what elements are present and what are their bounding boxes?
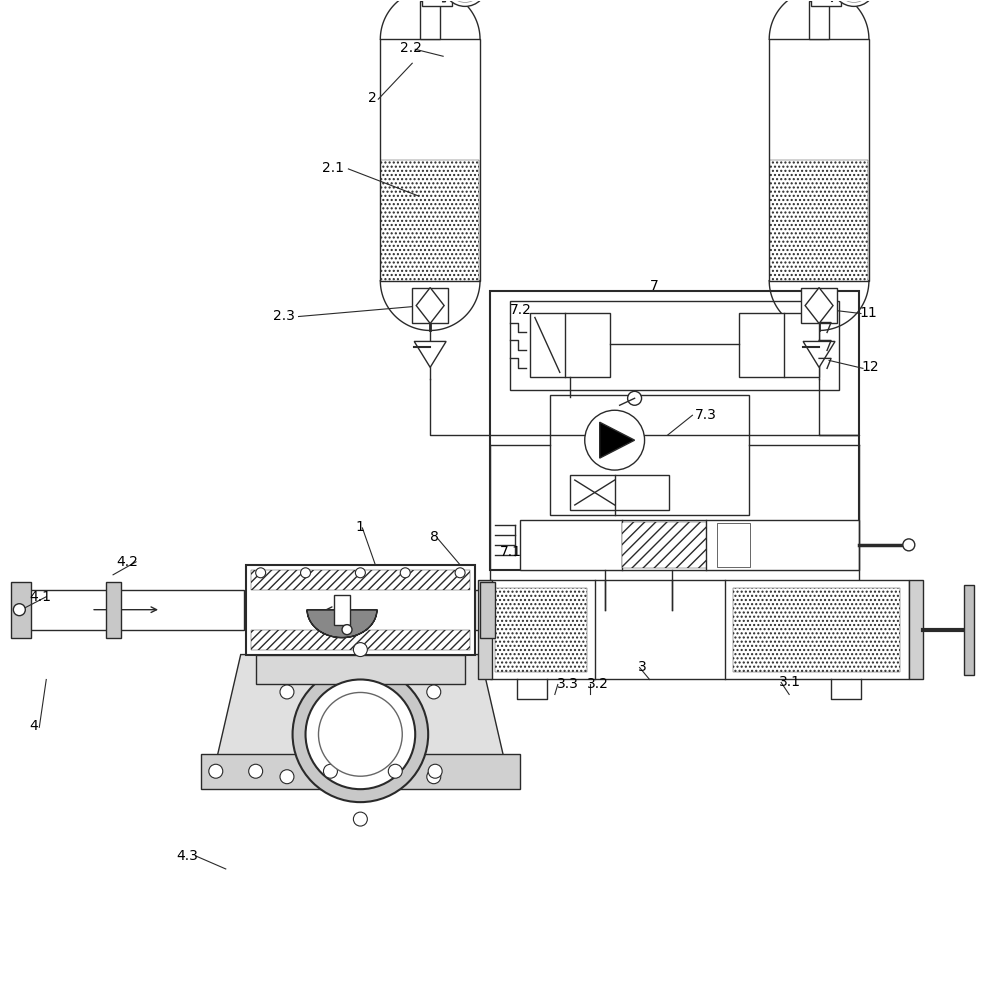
Circle shape: [292, 667, 428, 802]
Bar: [251, 630, 470, 650]
Bar: [246, 565, 475, 655]
Bar: [106, 582, 121, 638]
Bar: [478, 580, 492, 679]
Text: 12: 12: [861, 360, 879, 374]
Bar: [510, 301, 839, 390]
Circle shape: [14, 604, 26, 616]
Bar: [12, 582, 31, 638]
Bar: [530, 313, 610, 377]
Circle shape: [456, 568, 465, 578]
Text: 4: 4: [30, 719, 38, 733]
Bar: [520, 520, 859, 570]
Text: 7.2: 7.2: [510, 303, 531, 317]
Bar: [201, 754, 520, 789]
Circle shape: [628, 391, 642, 405]
Bar: [490, 580, 909, 679]
Polygon shape: [803, 341, 835, 367]
Text: 7: 7: [649, 279, 658, 293]
Text: 2.3: 2.3: [273, 309, 294, 323]
Text: 11: 11: [859, 306, 877, 320]
Polygon shape: [805, 288, 833, 323]
Circle shape: [443, 0, 487, 6]
Circle shape: [447, 0, 483, 2]
Circle shape: [280, 770, 294, 784]
Bar: [412, 288, 448, 323]
Polygon shape: [599, 422, 635, 458]
Bar: [963, 585, 973, 675]
Bar: [420, 1, 440, 39]
Text: 7.3: 7.3: [695, 408, 716, 422]
Circle shape: [300, 568, 311, 578]
Circle shape: [400, 568, 410, 578]
Circle shape: [355, 568, 365, 578]
Text: 2.1: 2.1: [323, 161, 344, 175]
Bar: [256, 655, 465, 684]
Bar: [801, 288, 837, 323]
Circle shape: [428, 764, 442, 778]
Text: 1: 1: [355, 520, 364, 534]
Polygon shape: [307, 610, 377, 638]
Bar: [422, 0, 452, 6]
Text: 7.1: 7.1: [500, 545, 522, 559]
Bar: [475, 590, 505, 630]
Circle shape: [249, 764, 263, 778]
Bar: [809, 1, 830, 39]
Bar: [381, 39, 480, 281]
Bar: [490, 291, 859, 570]
Bar: [30, 590, 244, 630]
Circle shape: [256, 568, 266, 578]
Text: 3: 3: [638, 660, 646, 674]
Text: 4.1: 4.1: [30, 590, 51, 604]
Bar: [480, 582, 495, 638]
Circle shape: [305, 679, 415, 789]
Circle shape: [319, 692, 402, 776]
Circle shape: [324, 764, 338, 778]
Circle shape: [584, 410, 645, 470]
Text: 2: 2: [368, 91, 377, 105]
Polygon shape: [414, 341, 446, 367]
Circle shape: [903, 539, 915, 551]
Circle shape: [342, 625, 352, 635]
Circle shape: [280, 685, 294, 699]
Text: 3.1: 3.1: [779, 675, 801, 689]
Bar: [622, 522, 707, 568]
Bar: [769, 39, 869, 281]
Text: 4.2: 4.2: [116, 555, 138, 569]
Bar: [495, 588, 587, 672]
Bar: [739, 313, 819, 377]
Circle shape: [353, 812, 367, 826]
Text: 3.3: 3.3: [557, 677, 579, 691]
Bar: [251, 570, 470, 590]
Circle shape: [209, 764, 222, 778]
Bar: [733, 588, 900, 672]
Circle shape: [427, 770, 441, 784]
Text: 8: 8: [430, 530, 439, 544]
Bar: [716, 523, 751, 567]
Text: 3.2: 3.2: [586, 677, 609, 691]
Text: 4.3: 4.3: [176, 849, 198, 863]
Polygon shape: [416, 288, 444, 323]
Circle shape: [389, 764, 402, 778]
Text: 2.2: 2.2: [400, 41, 422, 55]
Circle shape: [836, 0, 872, 2]
Bar: [570, 475, 669, 510]
Bar: [550, 395, 749, 515]
Circle shape: [427, 685, 441, 699]
Circle shape: [832, 0, 876, 6]
Bar: [382, 160, 479, 281]
Bar: [909, 580, 923, 679]
Bar: [770, 160, 868, 281]
Bar: [334, 595, 350, 625]
Polygon shape: [211, 655, 510, 784]
Bar: [811, 0, 841, 6]
Circle shape: [353, 643, 367, 657]
